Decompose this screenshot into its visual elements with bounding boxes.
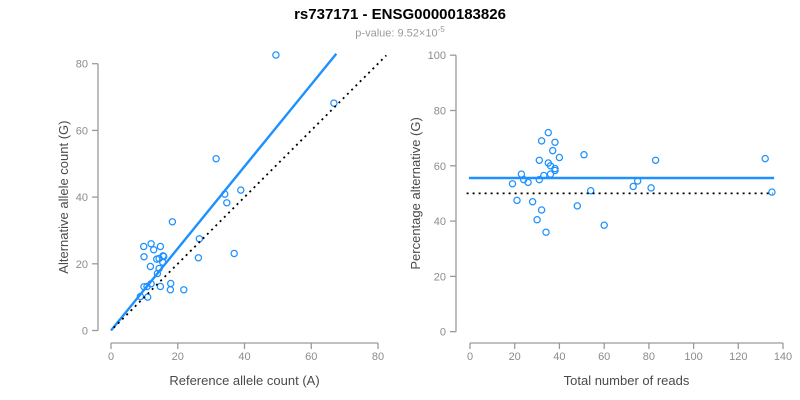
data-point [508, 180, 517, 188]
x-tick-label: 20 [172, 351, 184, 363]
y-tick-label: 40 [434, 216, 446, 228]
data-point [600, 221, 608, 229]
x-axis-title: Total number of reads [564, 373, 690, 388]
x-axis-title: Reference allele count (A) [169, 373, 319, 388]
data-point [537, 206, 546, 214]
data-point [156, 242, 165, 251]
data-point [147, 240, 155, 248]
y-axis-title: Percentage alternative (G) [408, 117, 423, 269]
left-scatter-plot: 0 20 40 60 80 0 20 40 60 80 Reference allele count… [56, 51, 387, 388]
x-tick-label: 0 [108, 351, 114, 363]
data-point [156, 282, 165, 291]
y-tick-label: 20 [434, 271, 446, 283]
y-tick-label: 60 [76, 125, 88, 137]
data-point [533, 215, 541, 224]
data-point [166, 286, 175, 294]
figure-title: rs737171 - ENSG00000183826 [294, 6, 506, 23]
data-point [535, 175, 544, 184]
data-point [159, 252, 168, 261]
data-point [166, 279, 175, 288]
data-point [230, 249, 238, 258]
data-point [237, 186, 245, 194]
data-point [153, 269, 162, 278]
data-point [524, 178, 532, 187]
x-tick-label: 100 [684, 351, 702, 363]
x-tick-label: 60 [305, 351, 317, 363]
data-point [555, 153, 564, 162]
x-tick-label: 60 [598, 351, 610, 363]
data-point [143, 293, 152, 301]
data-point [194, 254, 203, 262]
y-tick-label: 20 [76, 259, 88, 271]
y-tick-label: 60 [434, 161, 446, 173]
y-tick-label: 0 [440, 327, 446, 339]
data-point [573, 202, 582, 210]
data-point [551, 138, 559, 147]
data-point [139, 242, 148, 251]
data-point [223, 199, 231, 207]
p-value-text: p-value: 9.52×10 [355, 27, 438, 40]
data-point [542, 228, 550, 236]
x-tick-label: 80 [372, 351, 384, 363]
data-point [528, 197, 537, 206]
identity-line [113, 54, 387, 329]
data-point [149, 246, 158, 254]
data-point [761, 154, 769, 163]
data-point [146, 262, 155, 271]
y-tick-label: 0 [82, 326, 88, 338]
data-point [212, 154, 220, 163]
data-point [180, 286, 188, 294]
data-point [580, 150, 588, 159]
data-point [140, 253, 148, 261]
data-point [535, 156, 544, 165]
y-axis-title: Alternative allele count (G) [56, 121, 71, 274]
data-point [551, 166, 559, 175]
x-tick-label: 20 [509, 351, 521, 363]
data-point [768, 188, 776, 196]
y-tick-label: 80 [76, 59, 88, 71]
right-scatter-plot: 0 20 40 60 80 100 0 20 40 60 80 100 120 140 Total numb… [408, 50, 792, 388]
y-tick-label: 100 [428, 50, 446, 62]
data-point [272, 51, 280, 59]
data-point [586, 186, 595, 195]
p-value-exponent: -5 [437, 25, 445, 34]
regression-line [110, 52, 338, 332]
data-point [330, 99, 338, 107]
data-point [168, 218, 177, 226]
x-tick-label: 120 [729, 351, 747, 363]
data-point [546, 162, 555, 170]
figure-subtitle: p-value: 9.52×10-5 [0, 25, 800, 40]
data-point [513, 196, 521, 205]
x-tick-label: 140 [774, 351, 792, 363]
x-tick-label: 40 [238, 351, 250, 363]
data-point [548, 146, 557, 155]
data-point [629, 182, 637, 191]
y-tick-label: 40 [76, 192, 88, 204]
x-tick-label: 0 [467, 351, 473, 363]
x-tick-label: 80 [643, 351, 655, 363]
data-point [647, 184, 655, 192]
data-point [544, 128, 553, 137]
y-tick-label: 80 [434, 106, 446, 118]
x-tick-label: 40 [553, 351, 565, 363]
data-point [537, 137, 546, 145]
data-point [651, 156, 660, 165]
